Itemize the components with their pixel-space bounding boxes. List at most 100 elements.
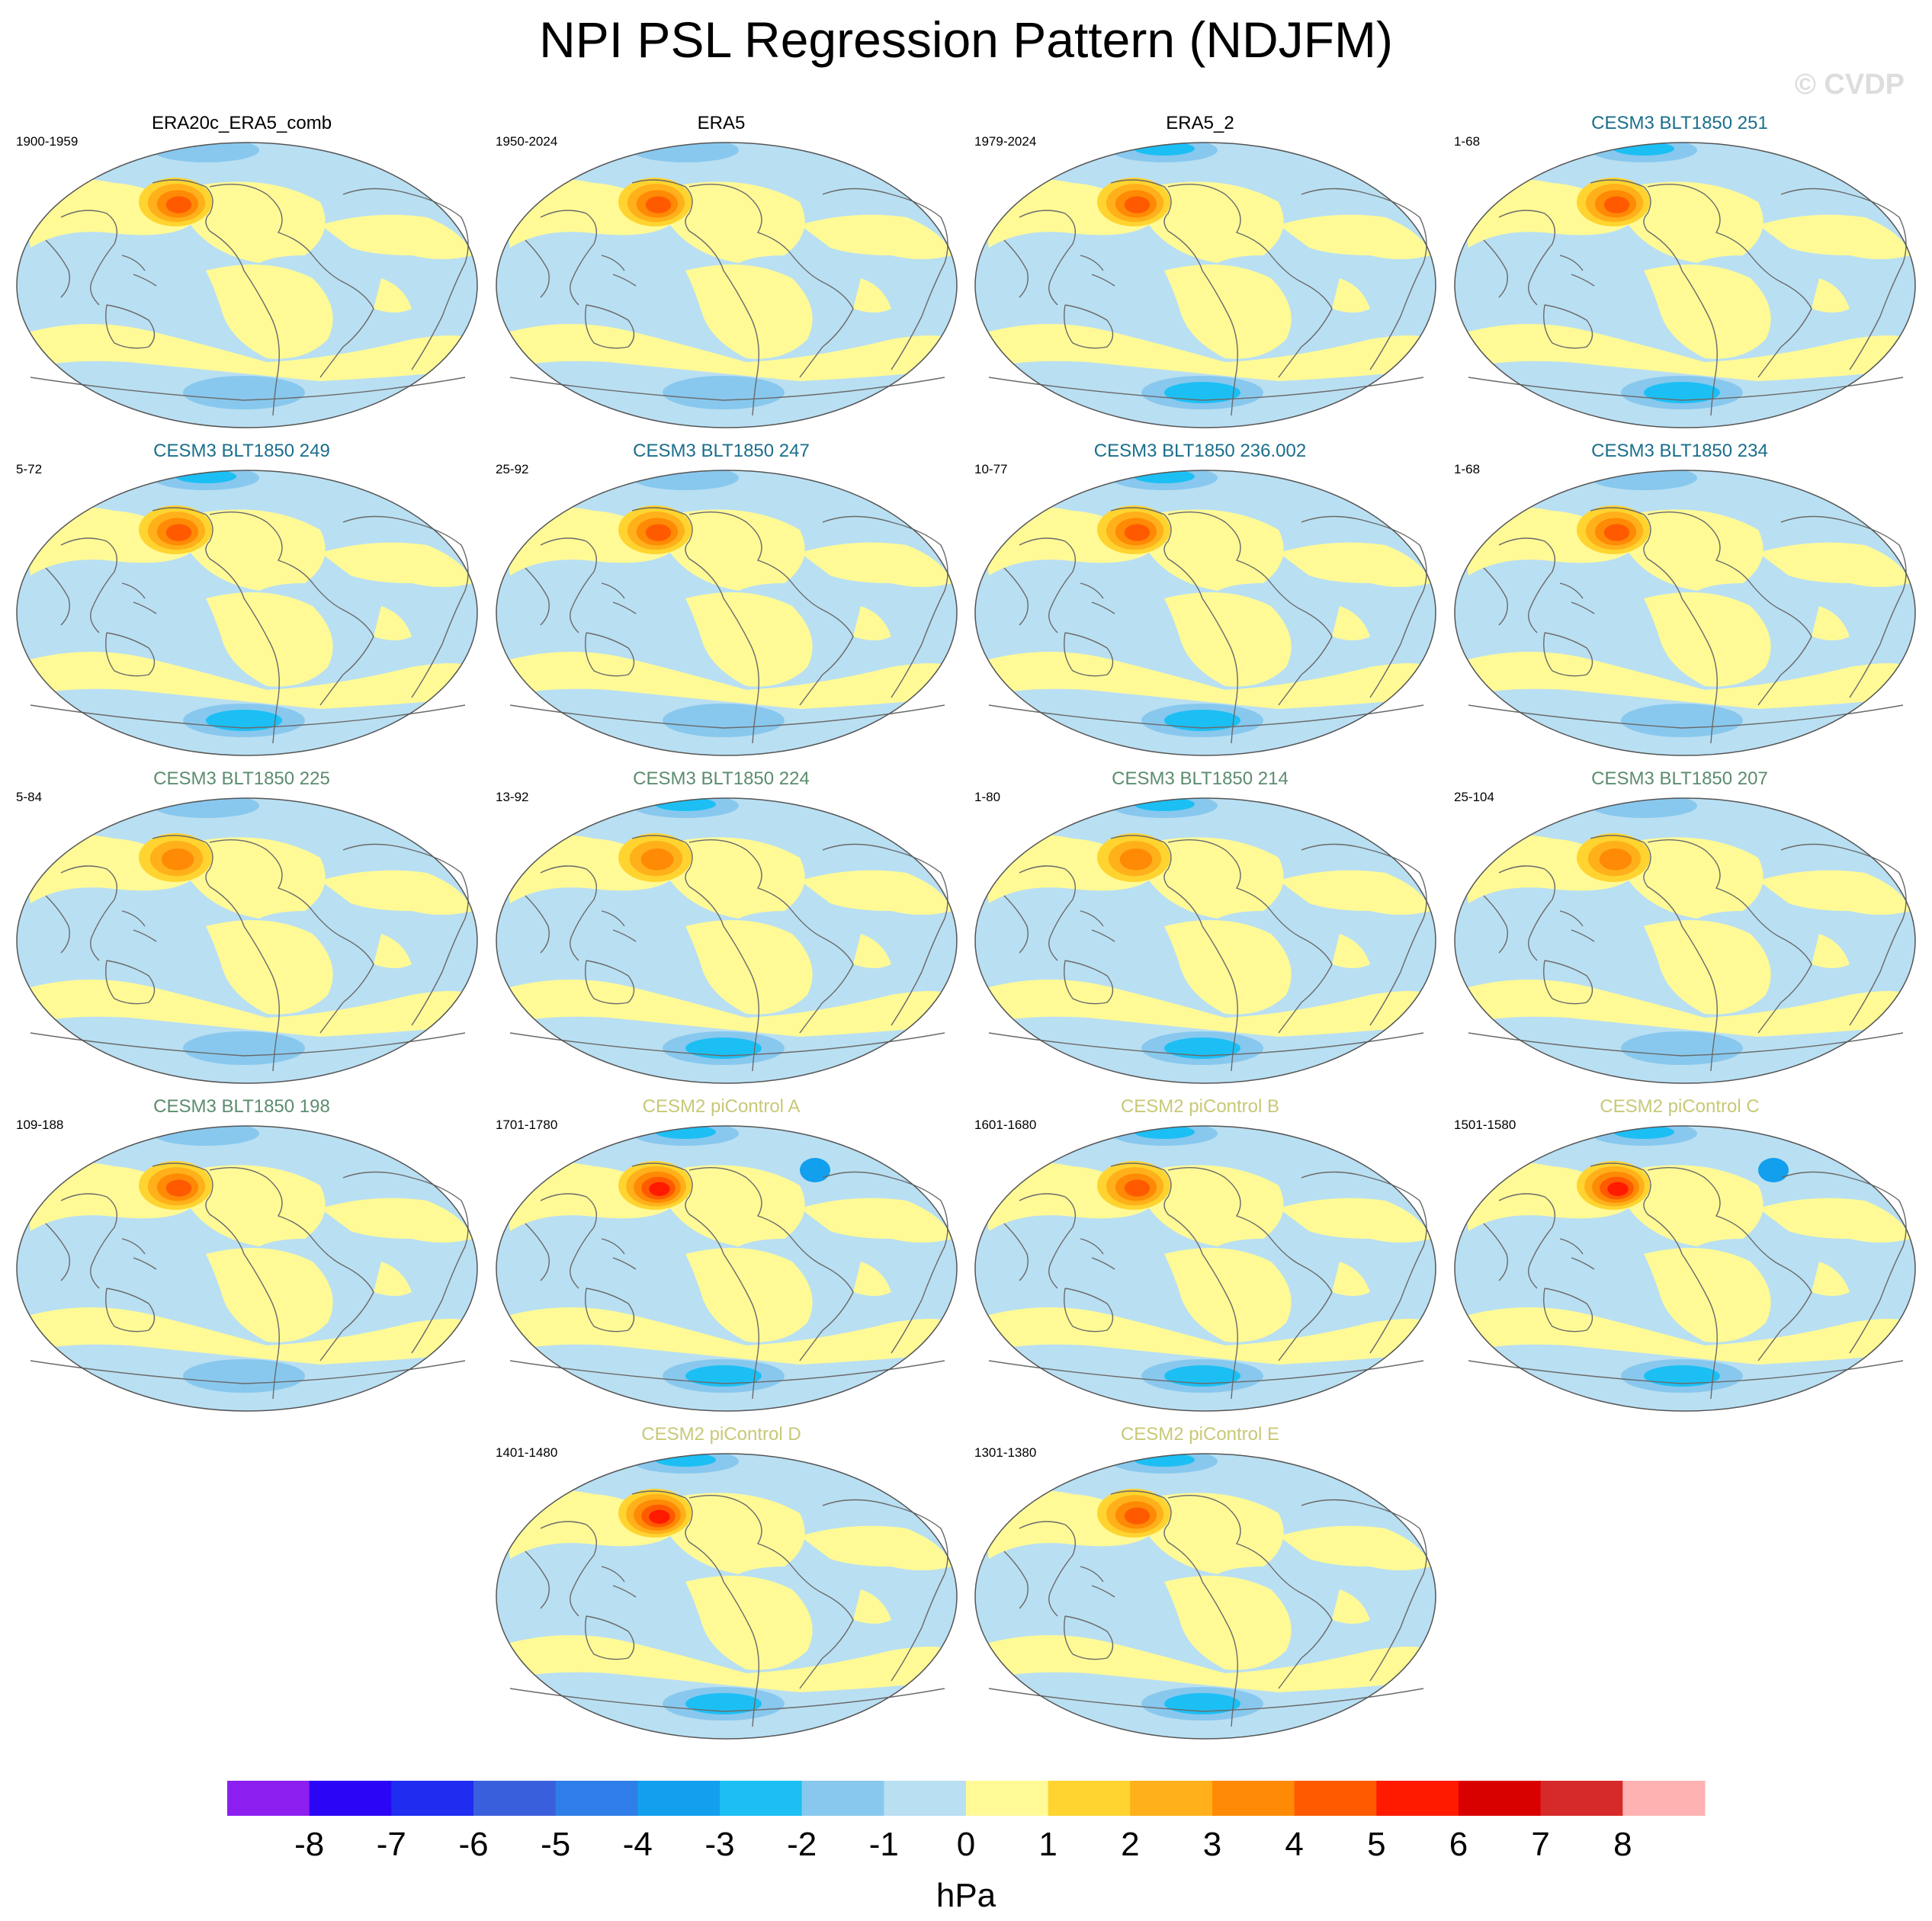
coastline [1003,1551,1029,1609]
coastline [1091,1585,1115,1598]
map-border [974,470,1436,756]
coastline [45,1223,70,1281]
coastline [1647,839,1812,1034]
positive-region [1758,870,1911,915]
colorbar-tick-label: -2 [787,1826,817,1863]
coastline [1064,960,1114,1005]
coastline [152,1163,280,1400]
watermark: © CVDP [1794,69,1905,101]
coastline [612,1257,637,1270]
coastline [152,179,280,416]
positive-region [1164,265,1292,359]
robinson-map [496,1125,958,1412]
npi-high-contour [1603,196,1630,213]
map-panel: CESM3 BLT1850 234 1-68 [1443,441,1917,765]
map-border [16,470,478,756]
coastline [1080,255,1104,271]
coastline [1091,601,1115,614]
positive-region [685,592,813,687]
positive-region [1279,870,1431,915]
coastline [1080,910,1104,927]
coastline [1003,1223,1029,1281]
coastline [342,1171,469,1354]
npi-high-contour [649,1182,670,1196]
colorbar-swatch [555,1781,638,1816]
coastline [1003,567,1029,626]
npi-high-contour [1607,1182,1629,1196]
positive-region [1164,592,1292,687]
negative-contour [1621,1031,1743,1065]
negative-contour [183,1359,305,1393]
coastline [1590,179,1718,416]
positive-region [1461,980,1911,1037]
coastline [1780,1171,1907,1354]
positive-region [502,324,952,381]
coastline [1559,910,1584,927]
panel-years: 13-92 [496,790,529,804]
npi-high-contour [1124,524,1151,541]
map-panel: CESM2 piControl B 1601-1680 [963,1096,1437,1420]
coastline [60,537,117,633]
coastline [1498,210,1555,306]
map-border [496,142,958,428]
colorbar-swatch [637,1781,720,1816]
map-border [974,1125,1436,1412]
coastline [133,1257,157,1270]
map-panel: CESM3 BLT1850 224 13-92 [484,768,958,1092]
colorbar-swatch [1294,1781,1377,1816]
map-panel: CESM3 BLT1850 225 5-84 [5,768,479,1092]
positive-region [1332,1589,1370,1624]
positive-region [1644,920,1771,1015]
npi-high-contour [1599,848,1632,871]
positive-region [23,652,473,709]
coastline [342,188,469,370]
coastline [1647,1166,1812,1361]
robinson-map [496,142,958,428]
colorbar-tick-label: -8 [294,1826,324,1863]
coastline [1543,304,1593,349]
coastline [1301,1171,1427,1354]
positive-region [1812,606,1850,640]
panel-title: CESM3 BLT1850 249 [153,441,330,461]
coastline [631,1490,759,1727]
coastline [1019,865,1076,961]
coastline [1167,183,1333,378]
coastline [612,929,637,942]
positive-region [1461,652,1911,709]
coastline [1301,515,1427,698]
map-border [1454,797,1916,1084]
negative-contour [1134,798,1195,811]
robinson-map [974,470,1436,756]
coastline [1483,567,1508,626]
positive-region [670,1165,805,1246]
map-panel: ERA20c_ERA5_comb 1900-1959 [5,113,479,437]
panel-years: 1950-2024 [496,134,558,149]
negative-contour [1164,1693,1240,1714]
npi-high-contour [165,524,192,541]
negative-contour [685,1037,762,1059]
positive-region [1629,181,1764,263]
map-border [974,1453,1436,1740]
coastline [1064,632,1114,677]
map-border [16,142,478,428]
positive-region [1149,837,1284,919]
coastline [688,1494,854,1689]
colorbar-swatch [1130,1781,1213,1816]
coastline [133,274,157,287]
coastline [1019,1521,1076,1617]
coastline [540,537,597,633]
panel-years: 1900-1959 [16,134,79,149]
positive-region [800,214,952,259]
positive-region [800,542,952,587]
robinson-map [496,797,958,1084]
panel-years: 1501-1580 [1454,1118,1516,1132]
map-panel: CESM3 BLT1850 247 25-92 [484,441,958,765]
coastline [525,895,550,954]
positive-region [853,1262,891,1296]
panel-title: CESM3 BLT1850 251 [1591,113,1768,133]
positive-region [981,1307,1431,1365]
positive-region [1758,214,1911,259]
negative-contour [663,704,785,737]
positive-region [1164,1248,1292,1342]
positive-region [853,606,891,640]
